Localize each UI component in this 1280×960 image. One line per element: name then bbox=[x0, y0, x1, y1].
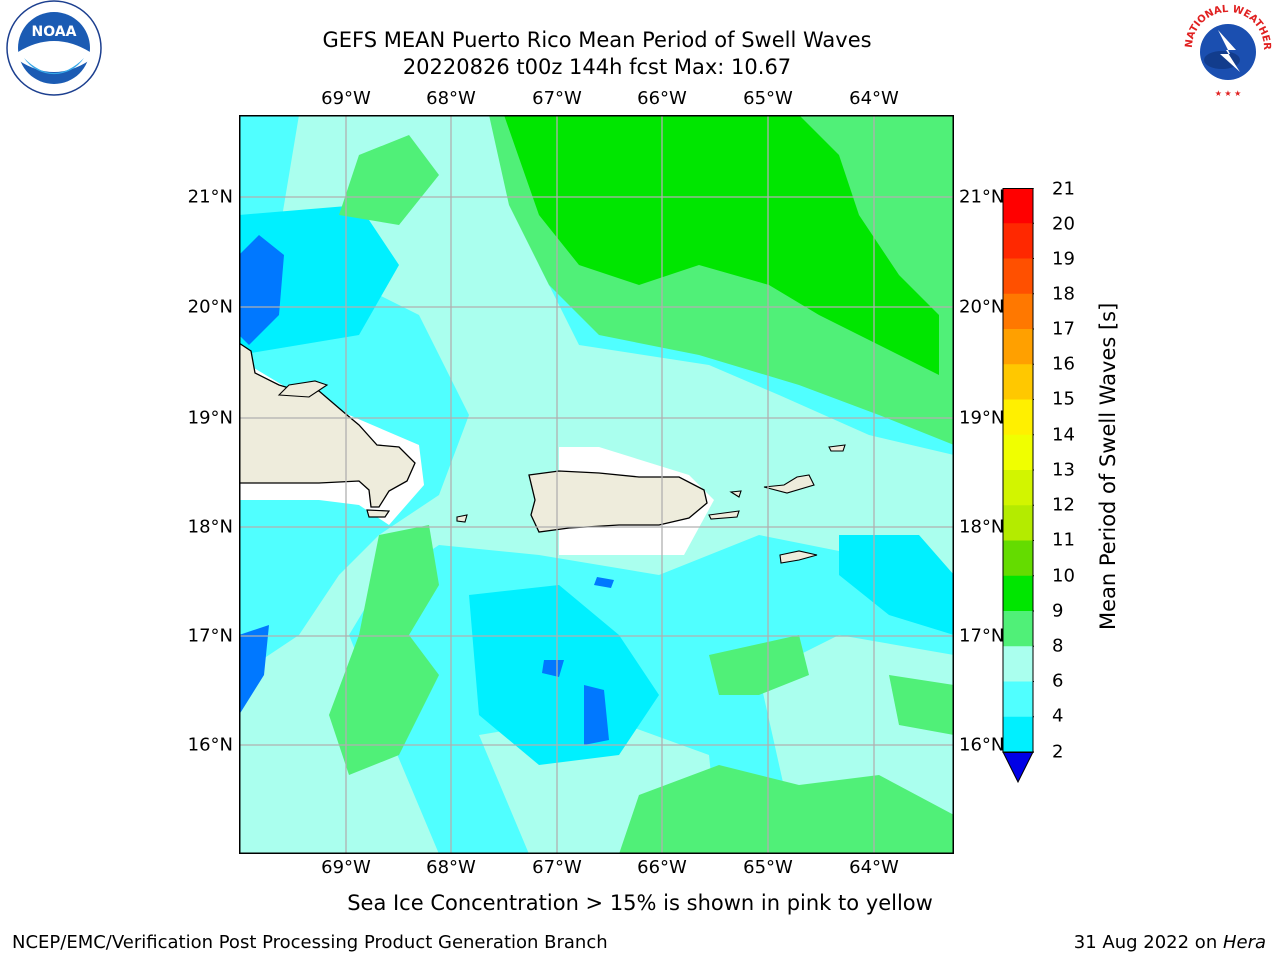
colorbar-tick: 17 bbox=[1052, 318, 1075, 340]
sea-ice-note: Sea Ice Concentration > 15% is shown in … bbox=[347, 891, 933, 915]
colorbar-tick: 13 bbox=[1052, 459, 1075, 481]
colorbar-tick: 19 bbox=[1052, 248, 1075, 270]
lat-label-right: 20°N bbox=[959, 296, 1005, 318]
colorbar-segment bbox=[1003, 293, 1033, 330]
colorbar-segment bbox=[1003, 258, 1033, 295]
colorbar-tick: 10 bbox=[1052, 565, 1075, 587]
svg-text:★ ★ ★: ★ ★ ★ bbox=[1215, 89, 1242, 98]
svg-text:NOAA: NOAA bbox=[32, 24, 77, 40]
lon-label-top: 69°W bbox=[321, 88, 371, 109]
lon-label-bottom: 67°W bbox=[532, 857, 582, 878]
colorbar-tick: 21 bbox=[1052, 178, 1075, 200]
colorbar-tick: 18 bbox=[1052, 283, 1075, 305]
lat-label-right: 16°N bbox=[959, 734, 1005, 756]
colorbar-segment bbox=[1003, 611, 1033, 647]
colorbar-segment bbox=[1003, 505, 1033, 541]
lat-label-left: 20°N bbox=[187, 296, 233, 318]
chart-title-line2: 20220826 t00z 144h fcst Max: 10.67 bbox=[402, 55, 792, 79]
colorbar-label: Mean Period of Swell Waves [s] bbox=[1096, 302, 1120, 630]
lon-label-top: 68°W bbox=[426, 88, 476, 109]
lat-label-right: 21°N bbox=[959, 186, 1005, 208]
lon-label-bottom: 69°W bbox=[321, 857, 371, 878]
colorbar-tick: 2 bbox=[1052, 741, 1064, 763]
colorbar-segment bbox=[1003, 681, 1033, 718]
colorbar-tick: 16 bbox=[1052, 353, 1075, 375]
footer-date: 31 Aug 2022 on bbox=[1073, 932, 1223, 953]
footer-right: 31 Aug 2022 on Hera bbox=[1074, 932, 1266, 953]
lon-label-top: 65°W bbox=[743, 88, 793, 109]
colorbar-segment bbox=[1003, 329, 1033, 365]
colorbar-tick: 9 bbox=[1052, 600, 1064, 622]
lat-label-left: 18°N bbox=[187, 516, 233, 538]
colorbar-segment bbox=[1003, 470, 1033, 506]
map-panel bbox=[239, 115, 954, 854]
lon-label-top: 66°W bbox=[637, 88, 687, 109]
colorbar-extend-triangle bbox=[1002, 751, 1034, 784]
nws-logo: NATIONAL WEATHER SERVICE ★ ★ ★ bbox=[1174, 0, 1278, 100]
colorbar-segment bbox=[1003, 364, 1033, 400]
land-hispaniola bbox=[239, 342, 416, 508]
lat-label-right: 19°N bbox=[959, 407, 1005, 429]
colorbar-tick: 8 bbox=[1052, 635, 1064, 657]
lon-label-bottom: 68°W bbox=[426, 857, 476, 878]
lat-label-right: 17°N bbox=[959, 625, 1005, 647]
colorbar-tick: 15 bbox=[1052, 388, 1075, 410]
colorbar-segment bbox=[1003, 188, 1033, 224]
colorbar-tick: 6 bbox=[1052, 670, 1064, 692]
colorbar-segment bbox=[1003, 575, 1033, 612]
lat-label-left: 21°N bbox=[187, 186, 233, 208]
colorbar-tick: 12 bbox=[1052, 494, 1075, 516]
colorbar-tick: 11 bbox=[1052, 529, 1075, 551]
lon-label-bottom: 65°W bbox=[743, 857, 793, 878]
colorbar-tick: 4 bbox=[1052, 705, 1064, 727]
colorbar bbox=[1002, 187, 1034, 784]
colorbar-segment bbox=[1003, 223, 1033, 259]
lat-label-right: 18°N bbox=[959, 516, 1005, 538]
colorbar-tick: 20 bbox=[1052, 213, 1075, 235]
footer-machine: Hera bbox=[1222, 932, 1266, 953]
lat-label-left: 16°N bbox=[187, 734, 233, 756]
noaa-logo: NOAA bbox=[4, 0, 104, 100]
colorbar-segment bbox=[1003, 646, 1033, 682]
colorbar-tick: 14 bbox=[1052, 424, 1075, 446]
chart-title-line1: GEFS MEAN Puerto Rico Mean Period of Swe… bbox=[322, 28, 872, 52]
lat-label-left: 19°N bbox=[187, 407, 233, 429]
colorbar-segment bbox=[1003, 716, 1033, 753]
lon-label-top: 67°W bbox=[532, 88, 582, 109]
lon-label-bottom: 66°W bbox=[637, 857, 687, 878]
colorbar-segment bbox=[1003, 434, 1033, 471]
lon-label-bottom: 64°W bbox=[849, 857, 899, 878]
colorbar-segment bbox=[1003, 399, 1033, 436]
lat-label-left: 17°N bbox=[187, 625, 233, 647]
lon-label-top: 64°W bbox=[849, 88, 899, 109]
colorbar-segment bbox=[1003, 540, 1033, 577]
footer-left: NCEP/EMC/Verification Post Processing Pr… bbox=[12, 932, 608, 953]
map-gridlines bbox=[239, 115, 954, 854]
